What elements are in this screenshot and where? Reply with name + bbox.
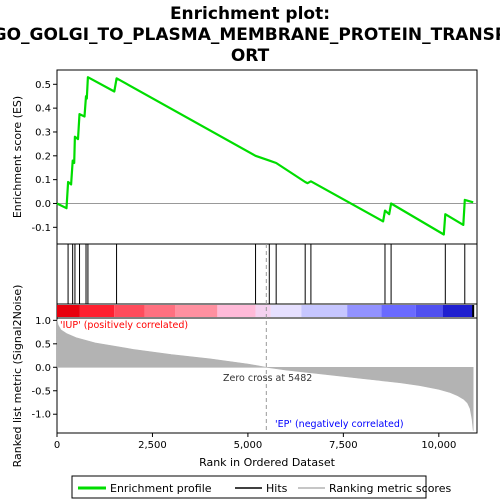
colorbar-segment-0 [57, 305, 80, 317]
es-y-tick-label-0: -0.1 [31, 223, 51, 234]
title-line-2: GO_GOLGI_TO_PLASMA_MEMBRANE_PROTEIN_TRAN… [0, 25, 500, 45]
x-tick-label-3: 7,500 [329, 440, 358, 451]
es-y-tick-label-4: 0.3 [35, 127, 51, 138]
x-tick-label-4: 10,000 [421, 440, 456, 451]
es-y-tick-label-3: 0.2 [35, 151, 51, 162]
metric-y-tick-label-2: 0.0 [35, 363, 51, 374]
es-y-tick-label-2: 0.1 [35, 175, 51, 186]
x-axis-title: Rank in Ordered Dataset [199, 456, 336, 469]
es-y-tick-label-5: 0.4 [35, 104, 51, 115]
colorbar-segment-4 [175, 305, 217, 317]
colorbar-segment-6 [256, 305, 271, 317]
colorbar-segment-9 [347, 305, 381, 317]
x-tick-label-1: 2,500 [138, 440, 167, 451]
colorbar-segment-11 [416, 305, 443, 317]
colorbar-segment-8 [301, 305, 347, 317]
zero-cross-label: Zero cross at 5482 [223, 373, 312, 384]
es-y-tick-label-6: 0.5 [35, 80, 51, 91]
x-tick-label-0: 0 [54, 440, 60, 451]
legend-label-hits: Hits [266, 482, 288, 495]
x-tick-label-2: 5,000 [234, 440, 263, 451]
negative-correlation-label: 'EP' (negatively correlated) [275, 419, 404, 430]
es-y-tick-label-1: 0.0 [35, 199, 51, 210]
positive-correlation-label: 'IUP' (positively correlated) [60, 320, 188, 331]
legend-label-enrichment: Enrichment profile [110, 482, 212, 495]
metric-y-tick-label-0: -1.0 [31, 410, 51, 421]
es-y-axis-title: Enrichment score (ES) [11, 96, 24, 218]
metric-y-axis-title: Ranked list metric (Signal2Noise) [11, 285, 24, 468]
colorbar-segment-12 [443, 305, 474, 317]
chart-title: Enrichment plot: GO_GOLGI_TO_PLASMA_MEMB… [0, 4, 500, 66]
colorbar-segment-5 [217, 305, 255, 317]
colorbar-segment-3 [145, 305, 176, 317]
colorbar-layer [57, 305, 474, 317]
legend: Enrichment profile Hits Ranking metric s… [72, 476, 451, 498]
legend-label-metric: Ranking metric scores [329, 482, 451, 495]
colorbar-segment-10 [382, 305, 416, 317]
metric-y-tick-label-1: -0.5 [31, 386, 51, 397]
hits-panel-frame [57, 244, 477, 304]
metric-y-tick-label-4: 1.0 [35, 316, 51, 327]
colorbar-segment-7 [271, 305, 302, 317]
colorbar-end-marker [472, 305, 474, 317]
title-line-3: ORT [231, 46, 270, 66]
colorbar-segment-1 [80, 305, 114, 317]
metric-y-tick-label-3: 0.5 [35, 339, 51, 350]
title-line-1: Enrichment plot: [170, 4, 330, 24]
colorbar-segment-2 [114, 305, 145, 317]
